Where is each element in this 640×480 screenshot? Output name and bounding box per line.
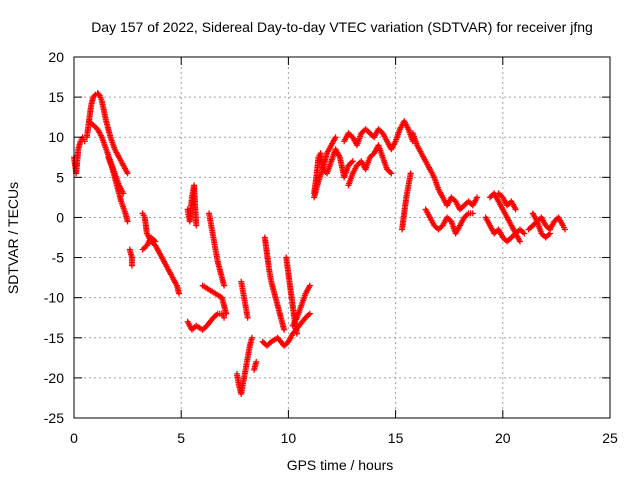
data-point xyxy=(293,330,300,337)
data-point xyxy=(91,92,98,99)
data-point xyxy=(221,282,228,289)
data-point xyxy=(128,262,135,269)
x-tick-label: 25 xyxy=(602,430,618,446)
data-point xyxy=(516,238,523,245)
chart-title: Day 157 of 2022, Sidereal Day-to-day VTE… xyxy=(91,19,593,35)
data-point xyxy=(561,226,568,233)
tick-layer: 0 5 10 15 20 25 -25 -20 -15 -10 -5 0 5 10 15 20 xyxy=(44,49,618,446)
data-point xyxy=(176,290,183,297)
plot-frame xyxy=(73,56,611,419)
data-point xyxy=(193,222,200,229)
data-point xyxy=(469,210,476,217)
data-point xyxy=(244,314,251,321)
data-point xyxy=(81,138,88,145)
y-tick-label: 15 xyxy=(48,89,64,105)
data-point xyxy=(521,230,528,237)
y-tick-label: -20 xyxy=(44,370,64,386)
data-point xyxy=(253,358,260,365)
y-tick-label: -25 xyxy=(44,410,64,426)
y-axis-title: SDTVAR / TECUs xyxy=(5,182,21,294)
data-point xyxy=(332,134,339,141)
data-point xyxy=(152,238,159,245)
data-point xyxy=(306,282,313,289)
data-point xyxy=(124,170,131,177)
x-tick-label: 0 xyxy=(70,430,78,446)
y-tick-label: 5 xyxy=(56,169,64,185)
x-tick-label: 15 xyxy=(388,430,404,446)
y-tick-label: -5 xyxy=(52,250,65,266)
y-tick-label: -10 xyxy=(44,290,64,306)
x-axis-title: GPS time / hours xyxy=(287,457,394,473)
x-tick-label: 20 xyxy=(495,430,511,446)
data-point xyxy=(512,206,519,213)
grid-layer xyxy=(74,57,610,418)
data-point xyxy=(221,314,228,321)
x-tick-label: 5 xyxy=(177,430,185,446)
data-point xyxy=(223,310,230,317)
data-point xyxy=(546,230,553,237)
data-point xyxy=(349,158,356,165)
y-tick-label: -15 xyxy=(44,330,64,346)
data-point xyxy=(407,170,414,177)
data-point xyxy=(388,170,395,177)
x-tick-label: 10 xyxy=(281,430,297,446)
data-point xyxy=(248,334,255,341)
y-tick-label: 10 xyxy=(48,129,64,145)
y-tick-label: 0 xyxy=(56,209,64,225)
y-tick-label: 20 xyxy=(48,49,64,65)
data-point xyxy=(474,194,481,201)
data-point xyxy=(95,91,102,98)
data-layer xyxy=(71,90,568,397)
data-point xyxy=(124,218,131,225)
data-point xyxy=(306,310,313,317)
data-point xyxy=(281,326,288,333)
